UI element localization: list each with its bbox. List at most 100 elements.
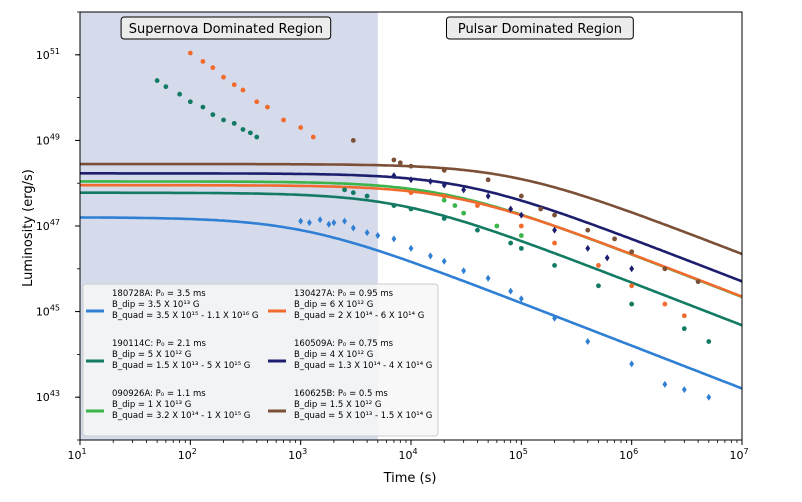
data-point <box>231 120 237 126</box>
data-point <box>475 227 480 233</box>
legend-label: 160509A: P₀ = 0.75 ms <box>294 339 394 349</box>
data-point <box>485 274 491 282</box>
data-point <box>441 167 447 173</box>
data-point <box>187 50 193 56</box>
data-point <box>596 283 601 289</box>
data-point <box>629 360 635 368</box>
region-label-box <box>445 16 634 40</box>
data-point <box>254 134 260 140</box>
data-point <box>585 338 591 346</box>
data-point <box>281 117 286 123</box>
data-point <box>240 87 246 93</box>
data-point <box>247 130 253 136</box>
data-point <box>508 240 514 246</box>
legend-label: B_dip = 1 X 10¹³ G <box>112 400 191 410</box>
data-point <box>350 138 356 143</box>
data-point <box>552 226 557 234</box>
data-point <box>538 206 544 212</box>
legend-label: 130427A: P₀ = 0.95 ms <box>294 289 394 299</box>
data-point <box>629 249 635 255</box>
data-point <box>342 187 347 193</box>
region-labels: Supernova Dominated Region Pulsar Dominat… <box>120 16 634 40</box>
data-point <box>662 301 668 307</box>
data-point <box>265 104 270 110</box>
data-point <box>518 211 524 219</box>
legend-label: 090926A: P₀ = 1.1 ms <box>112 389 206 399</box>
data-point <box>364 229 370 237</box>
legend-label: B_quad = 3.5 X 10¹⁵ - 1.1 X 10¹⁶ G <box>112 311 259 321</box>
x-tick-label: 102 <box>178 447 197 462</box>
data-point <box>254 99 260 105</box>
observed-points <box>154 50 712 401</box>
data-point <box>596 263 601 268</box>
x-axis-title: Time (s) <box>383 471 437 486</box>
legend-label: 190114C: P₀ = 2.1 ms <box>112 339 207 349</box>
legend-label: B_quad = 5 X 10¹³ - 1.5 X 10¹⁴ G <box>294 411 432 421</box>
data-point <box>494 223 500 229</box>
data-point <box>681 326 687 332</box>
data-point <box>508 205 514 213</box>
data-point <box>210 65 216 71</box>
data-point <box>461 186 467 194</box>
data-point <box>604 254 610 262</box>
data-point <box>681 386 687 394</box>
data-point <box>629 265 635 273</box>
data-point <box>298 125 304 130</box>
data-point <box>326 220 332 228</box>
data-point <box>475 203 480 208</box>
data-point <box>706 393 712 401</box>
x-axis-ticks: 101 102 103 104 105 106 107 <box>67 440 749 462</box>
data-point <box>375 231 381 239</box>
data-point <box>681 313 687 319</box>
data-point <box>629 301 635 307</box>
x-tick-label: 104 <box>398 447 417 462</box>
data-point <box>177 91 183 97</box>
data-point <box>461 267 467 275</box>
data-point <box>706 339 712 344</box>
data-point <box>391 235 397 243</box>
data-point <box>350 224 356 232</box>
data-point <box>231 82 237 88</box>
data-point <box>350 190 356 196</box>
data-point <box>408 190 414 196</box>
data-point <box>695 279 701 285</box>
data-point <box>662 266 668 272</box>
x-tick-label: 107 <box>729 447 748 462</box>
x-tick-label: 103 <box>288 447 307 462</box>
y-axis-title: Luminosity (erg/s) <box>21 169 36 287</box>
data-point <box>441 197 447 203</box>
legend-label: B_quad = 3.2 X 10¹⁴ - 1 X 10¹⁵ G <box>112 411 250 421</box>
data-point <box>629 283 635 289</box>
data-point <box>518 245 524 251</box>
legend-label: B_dip = 4 X 10¹² G <box>294 350 373 360</box>
x-tick-label: 106 <box>619 447 638 462</box>
x-tick-label: 105 <box>509 447 528 462</box>
data-point <box>221 74 226 80</box>
legend-label: 180728A: P₀ = 3.5 ms <box>112 289 206 299</box>
data-point <box>163 84 169 90</box>
data-point <box>552 263 557 268</box>
data-point <box>221 117 226 123</box>
data-point <box>397 160 403 166</box>
y-tick-label: 1051 <box>36 47 60 62</box>
legend-label: B_quad = 2 X 10¹⁴ - 6 X 10¹⁴ G <box>294 311 424 321</box>
legend-box <box>82 283 439 437</box>
legend-label: B_dip = 3.5 X 10¹³ G <box>112 300 199 310</box>
x-tick-label: 101 <box>67 447 86 462</box>
data-point <box>342 217 347 225</box>
data-point <box>317 216 323 224</box>
data-point <box>441 181 447 189</box>
data-point <box>154 78 160 83</box>
data-point <box>612 236 617 242</box>
legend-label: B_dip = 5 X 10¹² G <box>112 350 191 360</box>
legend-label: 160625B: P₀ = 0.5 ms <box>294 389 388 399</box>
data-point <box>364 193 370 199</box>
data-point <box>391 157 397 163</box>
data-point <box>552 212 557 218</box>
data-point <box>518 233 524 238</box>
data-point <box>210 112 216 118</box>
data-point <box>331 219 337 227</box>
data-point <box>552 240 557 246</box>
y-axis-ticks: 1043 1045 1047 1049 1051 <box>36 11 80 441</box>
data-point <box>408 176 414 184</box>
